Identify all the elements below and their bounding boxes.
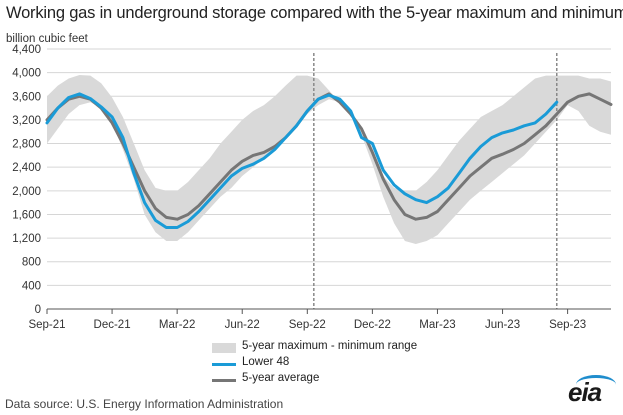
x-tick-label: Dec-21 <box>94 319 131 331</box>
x-tick-label: Jun-23 <box>485 319 520 331</box>
y-tick-label: 1,200 <box>12 233 41 245</box>
y-tick-label: 4,400 <box>12 44 41 56</box>
series-line-lower48 <box>45 92 559 229</box>
legend-swatch-average <box>212 379 236 382</box>
y-tick-label: 400 <box>22 280 41 292</box>
y-tick-label: 1,600 <box>12 209 41 221</box>
x-tick-label: Jun-22 <box>225 319 260 331</box>
y-tick-label: 4,000 <box>12 68 41 80</box>
eia-logo-text: eia <box>568 377 602 407</box>
y-tick-label: 3,200 <box>12 115 41 127</box>
eia-logo-arc <box>576 375 616 394</box>
x-tick-label: Sep-23 <box>549 319 586 331</box>
legend-swatch-range <box>212 343 236 353</box>
legend-swatch-lower48 <box>212 363 236 366</box>
chart-title: Working gas in underground storage compa… <box>6 4 623 22</box>
x-tick-label: Dec-22 <box>354 319 391 331</box>
legend-label-average: 5-year average <box>242 372 320 384</box>
x-tick-label: Sep-22 <box>289 319 326 331</box>
y-tick-label: 3,600 <box>12 91 41 103</box>
data-source-note: Data source: U.S. Energy Information Adm… <box>5 397 284 411</box>
x-tick-label: Mar-23 <box>419 319 455 331</box>
y-tick-label: 0 <box>35 304 41 316</box>
y-tick-label: 2,000 <box>12 186 41 198</box>
x-tick-label: Sep-21 <box>28 319 65 331</box>
y-tick-label: 800 <box>22 257 41 269</box>
range-band <box>47 75 611 244</box>
x-tick-label: Mar-22 <box>159 319 195 331</box>
y-axis-label: billion cubic feet <box>6 33 88 45</box>
legend-label-lower48: Lower 48 <box>242 356 290 368</box>
y-tick-label: 2,400 <box>12 162 41 174</box>
legend-label-range: 5-year maximum - minimum range <box>242 340 418 352</box>
eia-logo: eia <box>568 375 616 411</box>
y-tick-label: 2,800 <box>12 139 41 151</box>
